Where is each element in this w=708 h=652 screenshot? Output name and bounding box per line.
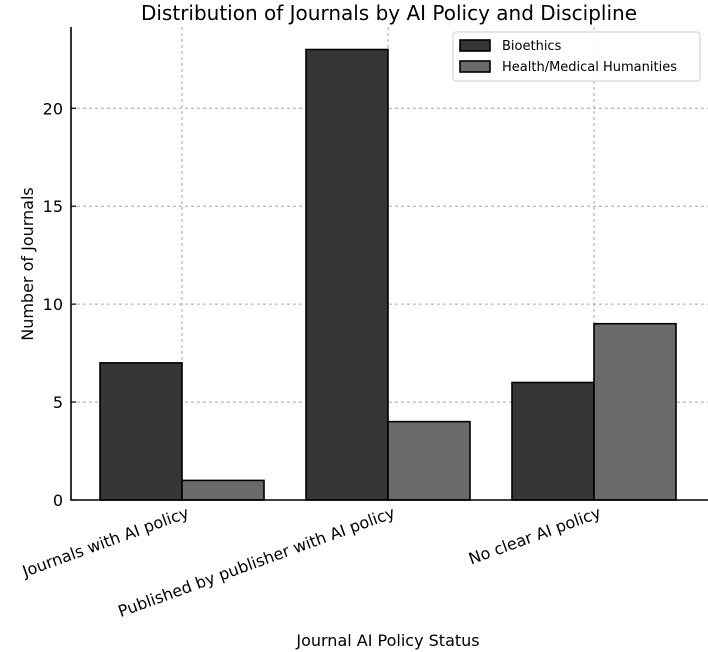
y-tick-label-20: 20 [43, 99, 63, 118]
legend: Bioethics Health/Medical Humanities [452, 31, 701, 82]
x-axis-label: Journal AI Policy Status [295, 631, 479, 650]
x-tick-label-journals-with-ai-policy: Journals with AI policy [19, 503, 191, 581]
bar-bioethics-no-clear-ai-policy [511, 381, 595, 501]
bar-health-medical-humanities-published-by-publisher-with-ai-policy [387, 420, 471, 501]
bar-health-medical-humanities-no-clear-ai-policy [593, 322, 677, 501]
y-tick-label-5: 5 [53, 393, 63, 412]
y-tick-label-15: 15 [43, 197, 63, 216]
legend-label-bioethics: Bioethics [502, 39, 562, 54]
x-tick-label-no-clear-ai-policy: No clear AI policy [466, 503, 603, 568]
bar-bioethics-journals-with-ai-policy [99, 362, 183, 501]
legend-label-health-medical-humanities: Health/Medical Humanities [502, 60, 677, 75]
bar-bioethics-published-by-publisher-with-ai-policy [305, 48, 389, 501]
bar-health-medical-humanities-journals-with-ai-policy [181, 479, 265, 501]
legend-swatch-health-medical-humanities [459, 60, 491, 73]
chart-title: Distribution of Journals by AI Policy an… [141, 1, 637, 25]
y-tick-label-0: 0 [53, 491, 63, 510]
legend-box [452, 31, 701, 82]
y-axis-label: Number of Journals [18, 187, 37, 341]
bars [99, 48, 677, 501]
y-tick-label-10: 10 [43, 295, 63, 314]
legend-swatch-bioethics [459, 39, 491, 52]
